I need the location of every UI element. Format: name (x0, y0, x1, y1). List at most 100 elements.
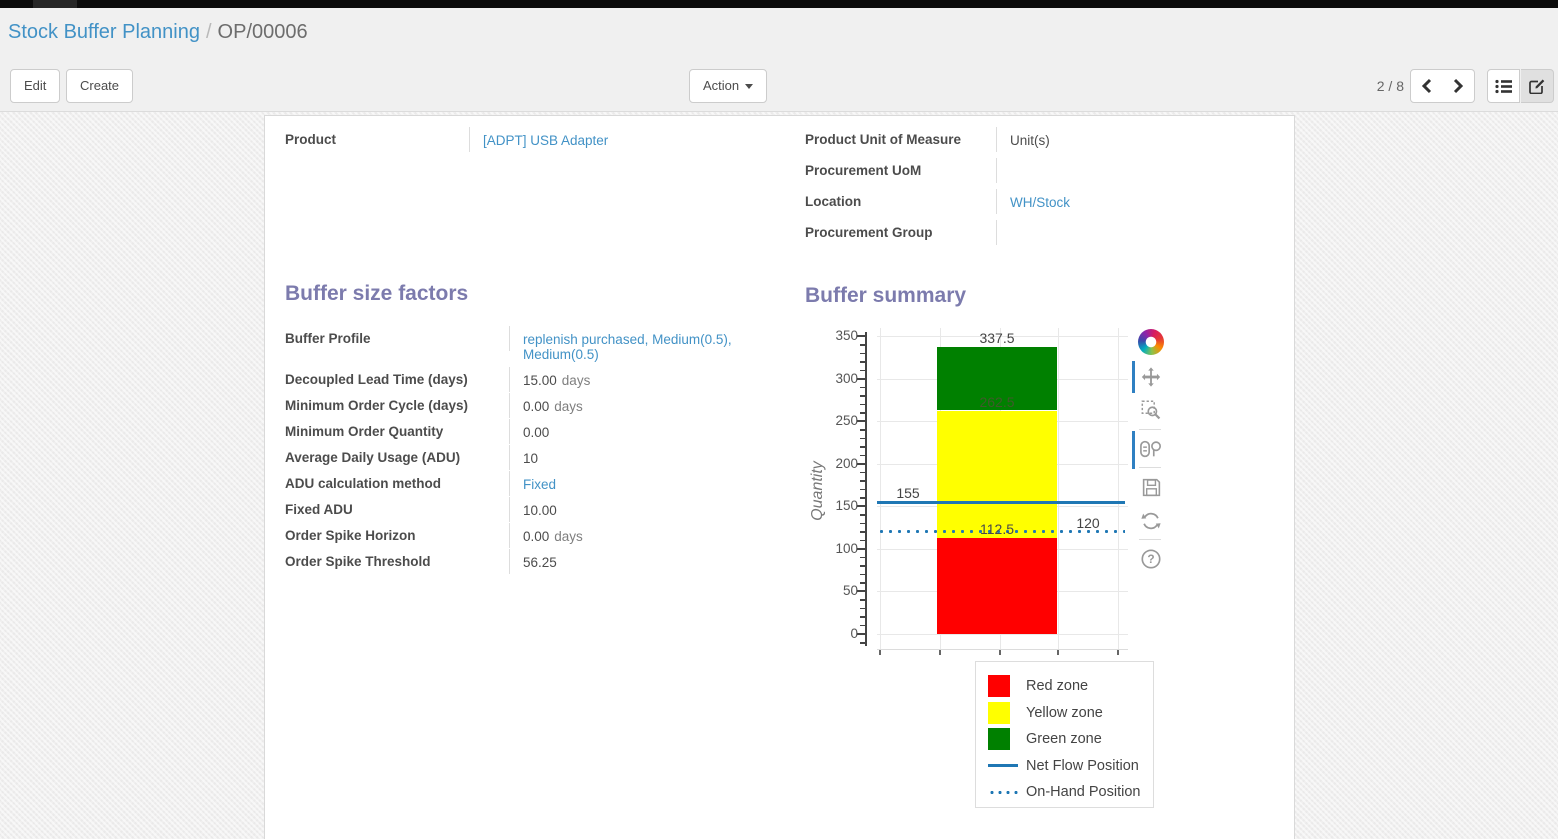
y-minor-tick (860, 429, 866, 431)
field-unit-suffix: days (554, 399, 583, 414)
field-value-text: 15.00 (523, 373, 557, 388)
legend-label: Green zone (1026, 731, 1102, 747)
y-minor-tick (860, 607, 866, 610)
hover-compare-icon (1140, 440, 1161, 458)
field-label: Order Spike Threshold (285, 549, 510, 574)
field-value-text: 0.00 (523, 529, 550, 544)
field-value[interactable]: [ADPT] USB Adapter (470, 127, 770, 153)
y-minor-tick (860, 454, 866, 457)
reset-axes-button[interactable] (1137, 507, 1165, 535)
field-value: 0.00 (510, 419, 773, 445)
help-icon: ? (1141, 549, 1161, 569)
field-label: Minimum Order Cycle (days) (285, 393, 510, 418)
field-value: Unit(s) (997, 127, 1267, 153)
y-minor-tick (860, 488, 866, 491)
legend-item-yellow-zone[interactable]: Yellow zone (988, 701, 1103, 725)
breadcrumb: Stock Buffer Planning / OP/00006 (8, 21, 308, 44)
control-panel: Stock Buffer Planning / OP/00006 Edit Crea… (0, 8, 1558, 112)
next-button[interactable] (1442, 69, 1475, 103)
help-button[interactable]: ? (1137, 545, 1165, 573)
field-row: Fixed ADU 10.00 (285, 497, 790, 523)
hover-compare-button[interactable] (1137, 435, 1165, 463)
grid-line-vertical (1118, 328, 1119, 649)
top-strip (0, 0, 1558, 8)
pan-button[interactable] (1137, 363, 1165, 391)
legend-item-net-flow-position[interactable]: Net Flow Position (988, 754, 1139, 778)
legend-item-red-zone[interactable]: Red zone (988, 674, 1088, 698)
y-minor-tick (860, 556, 866, 559)
field-row: Decoupled Lead Time (days) 15.00 days (285, 367, 790, 393)
pager-value: 2 / 8 (1376, 78, 1404, 94)
x-axis-tick (999, 649, 1001, 655)
y-minor-tick (860, 514, 866, 516)
field-value-link[interactable]: WH/Stock (1010, 195, 1071, 210)
grid-line-vertical (1058, 328, 1059, 649)
field-value-link[interactable]: Fixed (523, 477, 557, 492)
y-tick-label: 150 (835, 498, 858, 514)
y-minor-tick (860, 412, 866, 414)
field-label: Buffer Profile (285, 326, 510, 351)
breadcrumb-separator: / (205, 21, 212, 43)
legend-label: Net Flow Position (1026, 757, 1139, 774)
buffer-factors-field-group: Buffer Profile replenish purchased, Mediu… (285, 326, 790, 575)
legend-item-green-zone[interactable]: Green zone (988, 727, 1102, 751)
legend-label: On-Hand Position (1026, 784, 1141, 800)
chart-annotation: 112.5 (980, 521, 1014, 538)
y-minor-tick (860, 624, 866, 627)
legend-swatch (988, 764, 1018, 767)
form-view-button[interactable] (1521, 69, 1554, 103)
field-label: Minimum Order Quantity (285, 419, 510, 444)
field-row: Order Spike Horizon 0.00 days (285, 523, 790, 549)
field-value-link[interactable]: replenish purchased, Medium(0.5), Medium… (523, 332, 732, 362)
active-mode-indicator (1132, 361, 1135, 393)
procurement-field-group: Product Unit of Measure Unit(s) Procuremen… (805, 127, 1285, 251)
field-value-link[interactable]: [ADPT] USB Adapter (483, 133, 609, 148)
field-value[interactable]: Fixed (510, 471, 773, 497)
chart-annotation: 155 (896, 485, 920, 502)
y-minor-tick (860, 497, 866, 499)
chart-annotation: 262.5 (979, 393, 1015, 410)
field-label: ADU calculation method (285, 471, 510, 496)
breadcrumb-parent-link[interactable]: Stock Buffer Planning (8, 21, 200, 43)
list-view-button[interactable] (1487, 69, 1520, 103)
grid-line-horizontal (877, 634, 1128, 635)
buffer-summary-title: Buffer summary (805, 284, 967, 307)
y-tick-label: 0 (850, 626, 858, 641)
field-row: Procurement UoM (805, 158, 1285, 189)
field-value[interactable]: replenish purchased, Medium(0.5), Medium… (510, 326, 773, 367)
legend-label: Yellow zone (1026, 704, 1103, 721)
y-major-tick (857, 420, 866, 423)
field-value-text: 56.25 (523, 555, 557, 570)
field-label: Product Unit of Measure (805, 127, 997, 152)
y-minor-tick (860, 403, 866, 406)
bar-segment-yellow-zone (937, 410, 1057, 539)
chart-logo-icon[interactable] (1138, 329, 1164, 355)
modebar-separator (1139, 539, 1161, 540)
active-hover-indicator (1132, 431, 1135, 469)
y-minor-tick (860, 437, 866, 440)
box-zoom-button[interactable] (1137, 396, 1165, 424)
action-dropdown-button[interactable]: Action (689, 69, 768, 103)
field-value[interactable]: WH/Stock (997, 189, 1267, 215)
y-minor-tick (860, 386, 866, 389)
previous-button[interactable] (1410, 69, 1443, 103)
on-hand-position-line (877, 530, 1125, 534)
chart-legend: Red zone Yellow zone Green zone Net Flow Po… (975, 661, 1154, 808)
y-minor-tick (860, 565, 866, 567)
legend-label: Red zone (1026, 678, 1089, 694)
y-axis-line (865, 332, 867, 646)
create-button[interactable]: Create (66, 69, 134, 103)
field-row: Product [ADPT] USB Adapter (285, 127, 780, 153)
legend-item-on-hand-position[interactable]: On-Hand Position (988, 780, 1140, 804)
y-minor-tick (860, 480, 866, 482)
y-major-tick (857, 462, 866, 465)
form-view-background: Product [ADPT] USB Adapter Product Unit o… (0, 112, 1558, 839)
field-label: Decoupled Lead Time (days) (285, 367, 510, 392)
field-value: 0.00 days (510, 523, 773, 549)
y-minor-tick (860, 344, 866, 346)
y-major-tick (857, 590, 866, 593)
save-button[interactable] (1137, 473, 1165, 501)
y-minor-tick (860, 446, 866, 448)
edit-button[interactable]: Edit (10, 69, 61, 103)
top-strip-tab (33, 0, 77, 8)
